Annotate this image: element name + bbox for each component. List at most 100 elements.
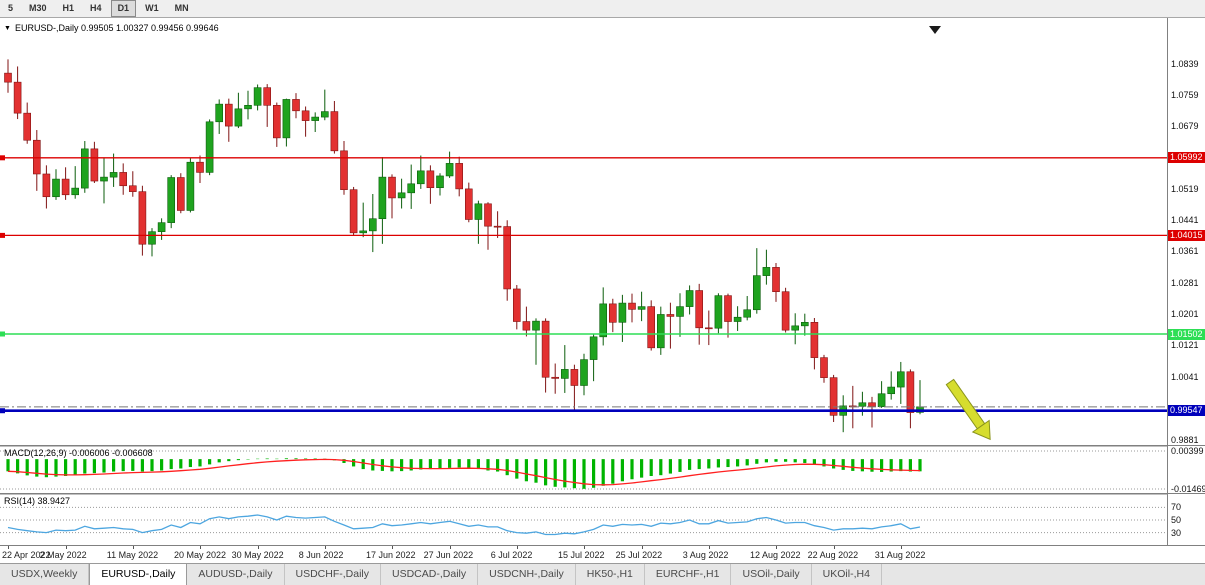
candle-bearish [772,267,780,293]
macd-rsi-separator[interactable] [0,493,1205,494]
candle-bearish [608,303,617,323]
candle-bullish [253,87,262,106]
chart-background [0,18,1167,545]
date-tick [516,546,518,549]
date-tick [708,546,710,549]
chart-tab-eurchf-h1[interactable]: EURCHF-,H1 [645,564,732,585]
main-macd-separator[interactable] [0,445,1205,446]
candle-bearish [868,402,876,407]
timeframe-button-d1[interactable]: D1 [110,0,137,17]
price-axis-label: 1.0361 [1171,246,1199,257]
timeframe-button-h1[interactable]: H1 [62,3,75,13]
candle-bearish [340,150,348,190]
date-label: 15 Jul 2022 [558,550,605,560]
chart-tab-hk50-h1[interactable]: HK50-,H1 [576,564,645,585]
price-axis-label: 1.0121 [1171,340,1199,351]
trend-arrow-annotation[interactable] [942,376,999,445]
date-tick [8,546,9,549]
timeframe-button-mn[interactable]: MN [174,3,189,13]
candle-bullish [887,386,896,395]
candle-bearish [330,111,339,152]
chart-tab-usdx-weekly[interactable]: USDX,Weekly [0,564,90,585]
line-anchor-marker[interactable] [0,155,5,161]
candle-bearish [570,369,579,386]
date-tick [324,546,326,549]
price-tag-1.04015: 1.04015 [1168,229,1205,241]
candle-bullish [436,175,444,189]
line-anchor-marker[interactable] [0,232,5,238]
candle-bullish [109,172,118,178]
candle-bearish [820,357,828,378]
date-label: 22 Aug 2022 [807,550,859,560]
candle-bullish [599,303,608,338]
date-tick [392,546,393,549]
candle-bullish [215,103,223,123]
candle-bullish [157,222,166,232]
candle-bearish [455,163,464,190]
candle-bullish [685,290,694,307]
chart-tab-ukoil-h4[interactable]: UKOil-,H4 [812,564,882,585]
chart-canvas[interactable] [0,18,1167,545]
chart-shift-marker-icon[interactable] [929,26,941,34]
date-label: 2 May 2022 [39,550,87,560]
timeframe-button-5[interactable]: 5 [8,3,14,13]
date-tick [449,546,451,549]
line-anchor-marker[interactable] [0,331,5,337]
date-tick [776,546,777,549]
candle-bearish [704,327,713,330]
date-label: 20 May 2022 [174,550,227,560]
candle-bearish [666,314,675,317]
rsi-axis-label: 50 [1171,515,1182,525]
price-axis[interactable]: 1.05992 1.04015 1.01502 0.99547 1.0839 1.0759… [1167,18,1205,563]
date-tick [257,546,259,549]
date-label: 22 Apr 2022 [2,550,51,560]
chart-title-text: EURUSD-,Daily 0.99505 1.00327 0.99456 0.… [14,23,219,33]
candle-bearish [4,72,12,83]
price-axis-label: 1.0281 [1171,277,1199,288]
candle-bearish [388,176,396,199]
candle-bearish [32,139,41,175]
candle-bullish [896,371,905,388]
date-label: 17 Jun 2022 [366,550,416,560]
candle-bullish [234,108,243,127]
candle-bullish [445,163,454,177]
line-anchor-marker[interactable] [0,408,5,414]
candle-bullish [532,320,540,331]
date-tick [900,546,902,549]
candle-bearish [292,99,300,112]
candle-bullish [100,176,108,182]
candle-bullish [52,178,60,198]
chart-tab-usdcnh-daily[interactable]: USDCNH-,Daily [478,564,576,585]
candle-bullish [762,267,771,276]
date-label: 31 Aug 2022 [874,550,926,560]
candle-bearish [810,322,819,358]
candle-bullish [743,309,752,318]
chart-tab-usdcad-daily[interactable]: USDCAD-,Daily [381,564,479,585]
date-label: 12 Aug 2022 [750,550,801,560]
candle-bullish [474,203,483,220]
candle-bearish [551,376,560,379]
candle-bullish [71,187,79,196]
candle-bearish [503,226,512,290]
timeframe-button-m30[interactable]: M30 [29,3,47,13]
candle-bullish [416,170,425,185]
price-axis-label: 1.0201 [1171,309,1199,320]
date-axis[interactable]: 22 Apr 2022 2 May 2022 11 May 2022 20 May 2… [0,545,1205,563]
chart-tab-usdchf-daily[interactable]: USDCHF-,Daily [285,564,382,585]
chart-tab-eurusd-daily[interactable]: EURUSD-,Daily [89,564,188,585]
candle-bearish [647,306,656,349]
chart-tab-audusd-daily[interactable]: AUDUSD-,Daily [187,564,285,585]
timeframe-button-w1[interactable]: W1 [145,3,159,13]
candle-bullish [560,369,569,379]
candle-bullish [148,231,156,245]
timeframe-button-h4[interactable]: H4 [90,3,102,13]
rsi-axis-label: 30 [1171,527,1182,538]
date-label: 3 Aug 2022 [682,550,729,560]
candle-bullish [800,322,809,327]
rsi-axis-label: 70 [1171,502,1182,513]
candle-bullish [752,275,761,311]
candle-bullish [676,306,684,317]
date-tick [833,546,835,549]
chart-tab-usoil-daily[interactable]: USOil-,Daily [731,564,812,585]
candle-bearish [138,191,147,245]
